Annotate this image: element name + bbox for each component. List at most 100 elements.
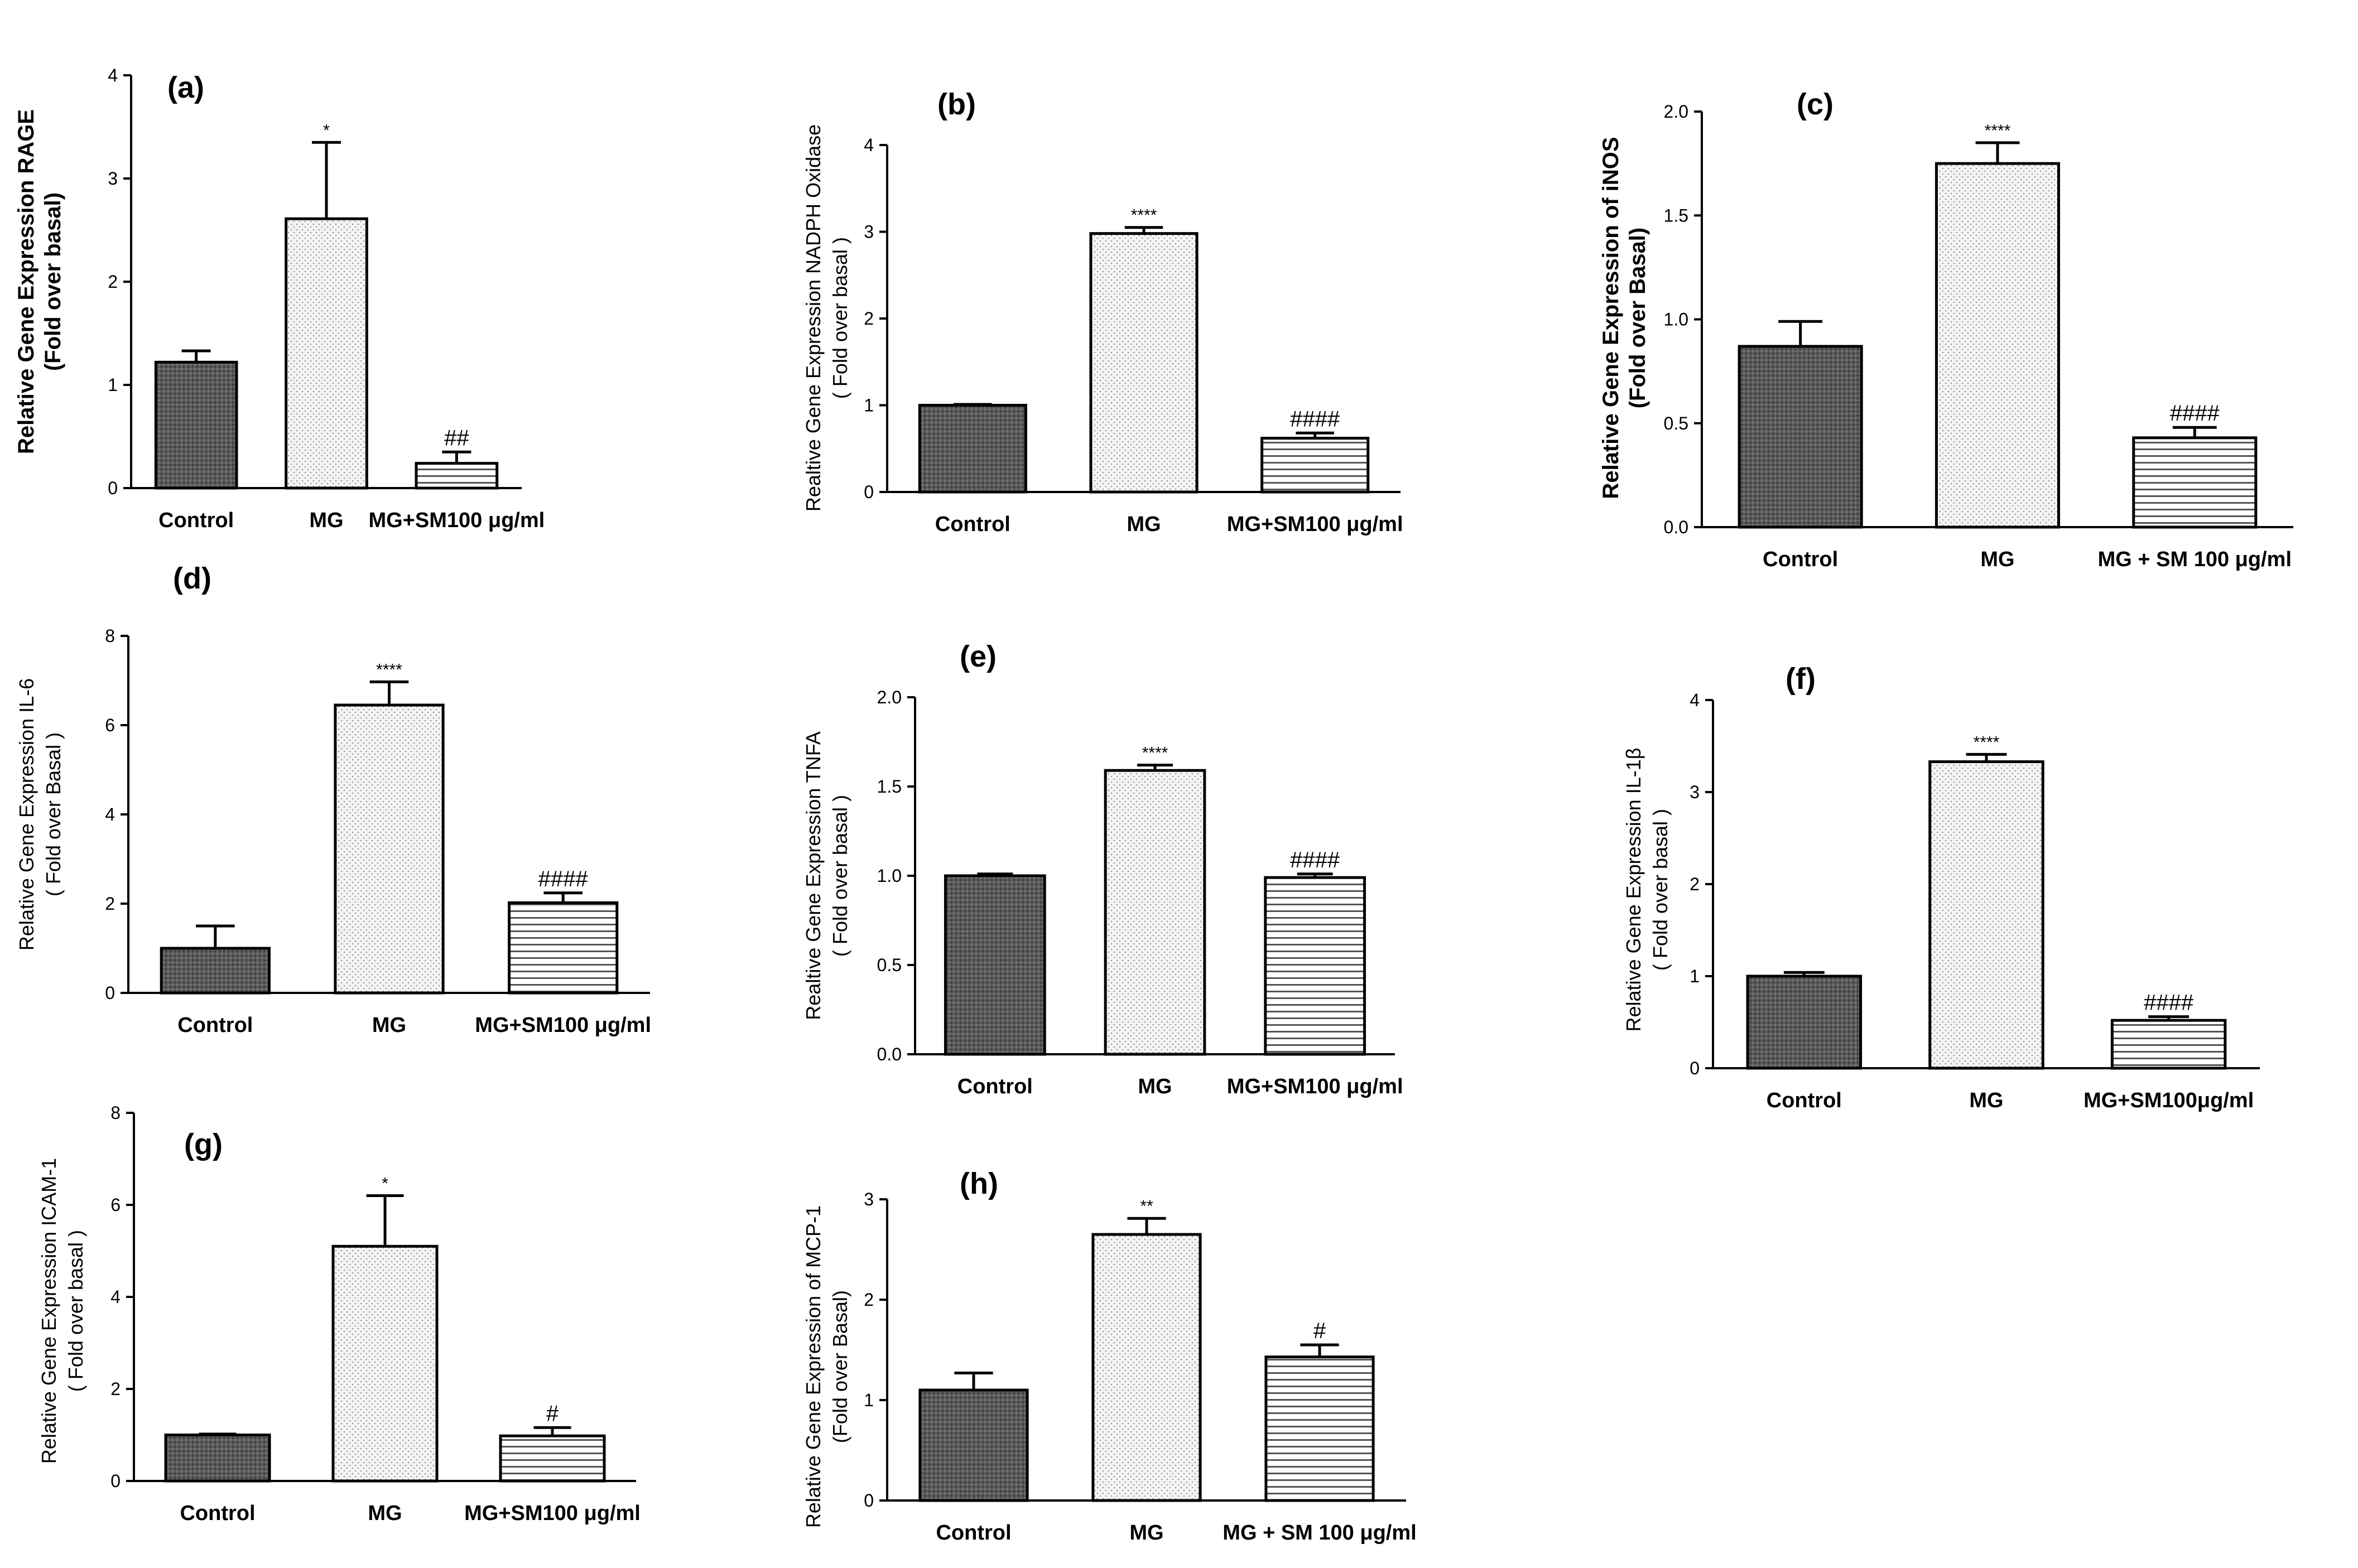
category-label: MG+SM100 μg/ml	[1227, 513, 1403, 536]
category-label: MG	[1969, 1089, 2003, 1112]
y-tick-label: 1	[1690, 966, 1700, 986]
significance-label: ****	[1985, 122, 2011, 140]
significance-label: ####	[2170, 401, 2220, 426]
significance-label: #	[1313, 1319, 1326, 1343]
y-tick-label: 2	[108, 272, 118, 292]
y-tick-label: 8	[110, 1103, 121, 1123]
panel-label: (b)	[937, 88, 976, 121]
bar-1	[918, 1388, 1029, 1502]
y-tick-label: 4	[110, 1287, 121, 1307]
y-tick-label: 0.0	[1664, 517, 1688, 537]
chart-panel-3: 0.0 0.5 1.0 1.5 2.0 Relative Gene Expression …	[1599, 88, 2293, 571]
bar-2	[1934, 162, 2061, 529]
category-label: MG	[372, 1014, 406, 1037]
panel-label: (e)	[960, 640, 997, 673]
significance-label: ####	[1290, 848, 1340, 872]
significance-label: *	[323, 121, 330, 139]
category-label: Control	[936, 1521, 1011, 1545]
y-axis-title: Relative Gene Expression of MCP-1	[802, 1205, 825, 1528]
y-tick-label: 3	[864, 222, 874, 242]
bar-3	[2110, 1019, 2227, 1070]
bar-2	[334, 703, 445, 995]
significance-label: ****	[1142, 744, 1168, 763]
y-tick-label: 4	[1690, 690, 1700, 710]
bar-3	[499, 1434, 606, 1483]
y-tick-label: 2	[105, 894, 115, 914]
y-axis-title: Relative Gene Expression RAGE	[14, 109, 39, 454]
chart-panel-6: 0 1 2 3 4 Relative Gene Expression IL-1β( Fol…	[1622, 662, 2260, 1112]
y-axis-title: Relative Gene Expression ICAM-1	[37, 1158, 60, 1464]
y-tick-label: 8	[105, 626, 115, 646]
significance-label: ####	[538, 867, 589, 891]
category-label: Control	[177, 1014, 253, 1037]
y-tick-label: 3	[1690, 782, 1700, 802]
y-tick-label: 0	[1690, 1058, 1700, 1078]
y-axis-title: (Fold over basal)	[41, 192, 65, 371]
y-tick-label: 1	[864, 395, 874, 416]
significance-label: ****	[1974, 733, 2000, 751]
category-label: Control	[1767, 1089, 1842, 1112]
bar-3	[1264, 1355, 1375, 1502]
bar-3	[1264, 876, 1366, 1056]
y-tick-label: 0	[864, 482, 874, 502]
y-tick-label: 3	[108, 168, 118, 189]
y-tick-label: 1.0	[1664, 310, 1688, 330]
panel-label: (g)	[184, 1128, 223, 1161]
category-label: MG + SM 100 μg/ml	[1223, 1521, 1416, 1545]
y-tick-label: 1.5	[877, 776, 902, 797]
y-tick-label: 2	[110, 1379, 121, 1399]
panel-label: (a)	[167, 71, 204, 104]
significance-label: #	[546, 1401, 559, 1426]
y-axis-title: ( Fold over basal )	[64, 1230, 87, 1392]
y-tick-label: 0.0	[877, 1044, 902, 1064]
category-label: MG	[1129, 1521, 1163, 1545]
significance-label: ****	[1131, 206, 1157, 225]
category-label: MG+SM100 μg/ml	[475, 1014, 651, 1037]
y-tick-label: 1	[108, 375, 118, 395]
y-axis-title: ( Fold over basal )	[829, 237, 851, 399]
y-tick-label: 2.0	[1664, 102, 1688, 122]
category-label: MG+SM100μg/ml	[2083, 1089, 2254, 1112]
bar-2	[1089, 232, 1199, 494]
category-label: MG	[1980, 548, 2014, 571]
category-label: MG+SM100 μg/ml	[368, 509, 545, 532]
significance-label: *	[382, 1175, 388, 1193]
y-tick-label: 6	[110, 1195, 121, 1215]
category-label: Control	[1763, 548, 1838, 571]
significance-label: ####	[1290, 407, 1340, 431]
y-tick-label: 4	[108, 65, 118, 85]
panel-label: (h)	[960, 1167, 998, 1200]
y-axis-title: Relative Gene Expression IL-6	[15, 678, 38, 951]
y-axis-title: Realtive Gene Expression NADPH Oxidase	[802, 124, 825, 512]
category-label: MG	[1138, 1075, 1172, 1098]
category-label: MG	[1127, 513, 1161, 536]
y-tick-label: 2	[864, 308, 874, 329]
y-tick-label: 0	[105, 983, 115, 1003]
y-axis-title: Relative Gene Expression of iNOS	[1599, 137, 1623, 499]
significance-label: ####	[2144, 991, 2194, 1015]
y-axis-title: ( Fold over basal )	[829, 795, 851, 957]
category-label: MG + SM 100 μg/ml	[2098, 548, 2292, 571]
bar-3	[1260, 437, 1370, 494]
y-tick-label: 2	[1690, 874, 1700, 894]
y-tick-label: 0.5	[1664, 413, 1688, 433]
bar-1	[164, 1434, 271, 1483]
chart-panel-5: 0.0 0.5 1.0 1.5 2.0 Realtive Gene Expression …	[802, 640, 1403, 1098]
bar-2	[1091, 1233, 1202, 1502]
y-axis-title: (Fold over Basal)	[1625, 228, 1650, 409]
bar-1	[1738, 345, 1863, 529]
panel-label: (d)	[173, 562, 211, 595]
bar-3	[2132, 436, 2258, 529]
y-tick-label: 0.5	[877, 955, 902, 975]
chart-panel-7: 0 2 4 6 8 Relative Gene Expression ICAM-1( Fo…	[37, 1103, 641, 1525]
category-label: Control	[957, 1075, 1033, 1098]
category-label: Control	[158, 509, 234, 532]
panel-label: (f)	[1786, 662, 1816, 696]
category-label: MG+SM100 μg/ml	[1227, 1075, 1403, 1098]
category-label: MG	[368, 1502, 402, 1525]
bar-2	[1104, 769, 1206, 1056]
chart-panel-4: 0 2 4 6 8 Relative Gene Expression IL-6( Fold…	[15, 562, 651, 1037]
chart-panel-1: 0 1 2 3 4 Relative Gene Expression RAGE (Fold …	[14, 65, 545, 532]
